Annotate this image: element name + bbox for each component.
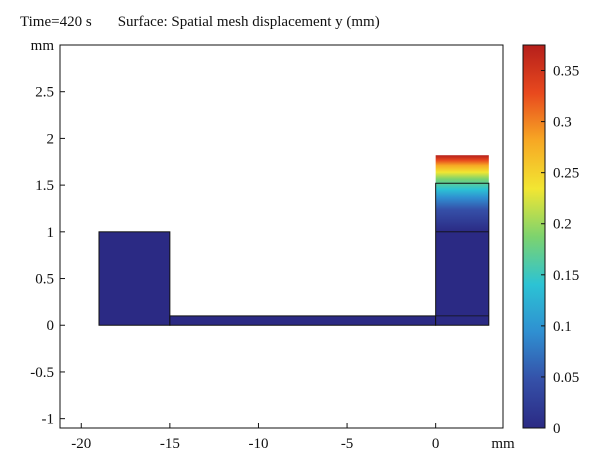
y-tick-label: 1.5: [35, 178, 54, 194]
colorbar-tick-label: 0.35: [553, 64, 579, 80]
time-label: Time=420 s: [20, 14, 92, 30]
colorbar-tick-label: 0.15: [553, 268, 579, 284]
y-tick-label: 0.5: [35, 272, 54, 288]
colorbar: [522, 44, 546, 429]
y-tick-label: -0.5: [30, 365, 54, 381]
right-column-field: [435, 155, 489, 326]
colorbar-tick-label: 0: [553, 421, 561, 437]
surface-label: Surface: Spatial mesh displacement y (mm…: [117, 14, 380, 30]
y-tick-label: 1: [47, 225, 55, 241]
colorbar-tick-label: 0.1: [553, 319, 572, 335]
y-tick-label: 2: [47, 131, 55, 147]
x-tick-label: -10: [248, 436, 268, 452]
x-axis-label: mm: [491, 436, 515, 452]
x-tick-label: -5: [341, 436, 354, 452]
y-axis-label: mm: [31, 38, 55, 54]
y-tick-label: 0: [47, 318, 55, 334]
channel: [169, 315, 437, 326]
colorbar-tick-label: 0.25: [553, 166, 579, 182]
y-tick-label: -1: [42, 412, 55, 428]
plot-title-row: Time=420 s Surface: Spatial mesh displace…: [20, 14, 380, 31]
plot-frame: [59, 44, 504, 429]
colorbar-tick-label: 0.2: [553, 217, 572, 233]
x-tick-label: -20: [71, 436, 91, 452]
colorbar-tick-label: 0.3: [553, 115, 572, 131]
colorbar-tick-label: 0.05: [553, 370, 579, 386]
right-column-outline: [435, 182, 490, 326]
x-tick-label: 0: [432, 436, 440, 452]
left-block: [98, 231, 171, 326]
x-tick-label: -15: [160, 436, 180, 452]
y-tick-label: 2.5: [35, 85, 54, 101]
